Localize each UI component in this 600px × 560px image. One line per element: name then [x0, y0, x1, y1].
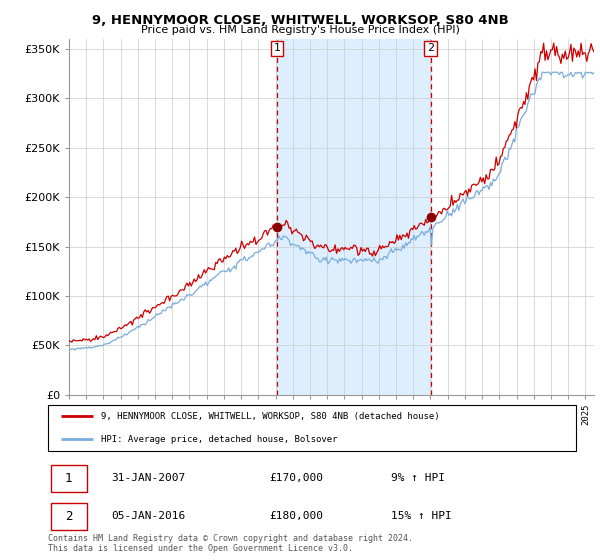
Text: 9% ↑ HPI: 9% ↑ HPI — [391, 473, 445, 483]
Text: 9, HENNYMOOR CLOSE, WHITWELL, WORKSOP, S80 4NB: 9, HENNYMOOR CLOSE, WHITWELL, WORKSOP, S… — [92, 14, 508, 27]
Text: Contains HM Land Registry data © Crown copyright and database right 2024.
This d: Contains HM Land Registry data © Crown c… — [48, 534, 413, 553]
Text: 15% ↑ HPI: 15% ↑ HPI — [391, 511, 452, 521]
Bar — [277, 39, 431, 395]
Bar — [50, 465, 86, 492]
Text: 9, HENNYMOOR CLOSE, WHITWELL, WORKSOP, S80 4NB (detached house): 9, HENNYMOOR CLOSE, WHITWELL, WORKSOP, S… — [101, 412, 439, 421]
Text: 2: 2 — [65, 510, 73, 523]
Text: 05-JAN-2016: 05-JAN-2016 — [112, 511, 185, 521]
Text: 2: 2 — [427, 44, 434, 53]
Text: £170,000: £170,000 — [270, 473, 324, 483]
Text: 1: 1 — [274, 44, 280, 53]
Text: Price paid vs. HM Land Registry's House Price Index (HPI): Price paid vs. HM Land Registry's House … — [140, 25, 460, 35]
Text: £180,000: £180,000 — [270, 511, 324, 521]
Bar — [50, 503, 86, 530]
Text: 1: 1 — [65, 472, 73, 485]
Text: HPI: Average price, detached house, Bolsover: HPI: Average price, detached house, Bols… — [101, 435, 337, 444]
Text: 31-JAN-2007: 31-JAN-2007 — [112, 473, 185, 483]
